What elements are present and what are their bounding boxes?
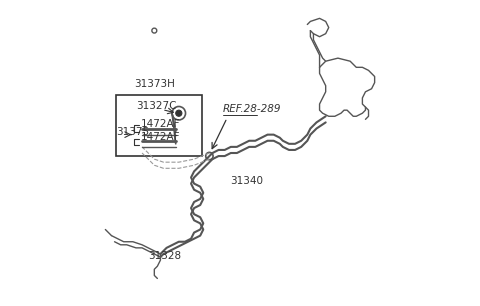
Text: 31328: 31328 (148, 252, 181, 262)
Text: 31327C: 31327C (136, 101, 177, 111)
Text: 1472AF: 1472AF (141, 132, 180, 142)
Bar (116, 95, 202, 156)
Text: 31375: 31375 (116, 127, 149, 137)
Text: 31373H: 31373H (134, 79, 175, 89)
Text: 1472AF: 1472AF (141, 119, 180, 129)
Text: 31340: 31340 (230, 176, 263, 186)
Text: REF.28-289: REF.28-289 (223, 104, 282, 114)
Circle shape (176, 110, 182, 116)
